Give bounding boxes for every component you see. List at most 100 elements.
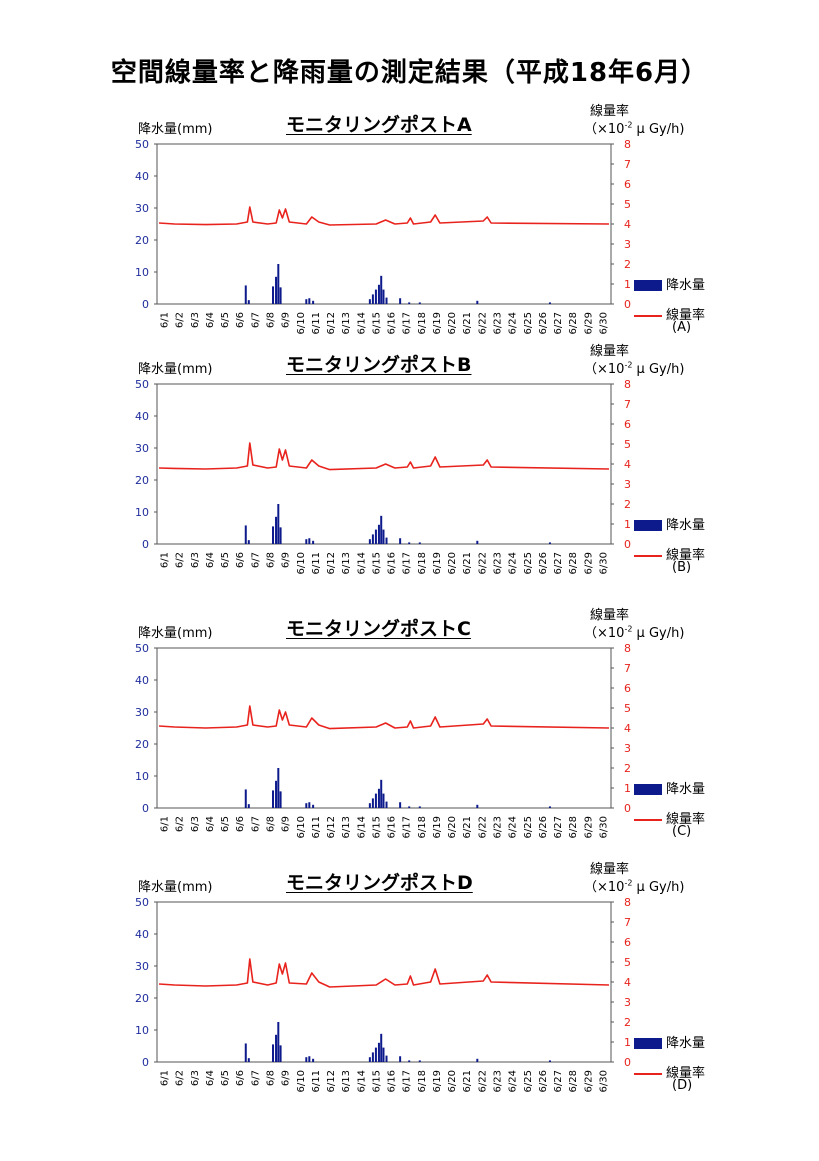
x-tick-label: 6/29 <box>583 312 594 334</box>
x-tick-label: 6/27 <box>553 312 564 334</box>
x-tick-label: 6/25 <box>523 312 534 334</box>
unit-suffix: μ Gy/h) <box>632 122 685 137</box>
left-tick-label: 40 <box>135 170 149 183</box>
x-tick-label: 6/3 <box>190 1070 201 1086</box>
dose-rate-line <box>158 442 610 471</box>
left-tick-label: 20 <box>135 992 149 1005</box>
x-tick-label: 6/3 <box>190 552 201 568</box>
left-tick-label: 30 <box>135 442 149 455</box>
x-tick-label: 6/9 <box>281 816 292 832</box>
rain-bar <box>247 1058 250 1062</box>
x-tick-label: 6/28 <box>568 816 579 838</box>
left-tick-label: 20 <box>135 474 149 487</box>
rain-bar <box>408 1060 411 1062</box>
rain-bar <box>418 1060 421 1062</box>
x-tick-label: 6/27 <box>553 816 564 838</box>
right-tick-label: 3 <box>624 996 631 1009</box>
x-tick-label: 6/7 <box>250 552 261 568</box>
x-tick-label: 6/6 <box>235 816 246 832</box>
x-tick-label: 6/17 <box>402 816 413 838</box>
right-tick-label: 3 <box>624 238 631 251</box>
dose-rate-line <box>158 206 610 226</box>
x-tick-label: 6/18 <box>417 1070 428 1092</box>
right-tick-label: 0 <box>624 298 631 311</box>
right-tick-label: 7 <box>624 916 631 929</box>
rain-bar <box>305 1057 308 1062</box>
x-tick-label: 6/3 <box>190 312 201 328</box>
rain-bar <box>368 299 371 304</box>
rain-bar <box>308 538 311 544</box>
right-tick-label: 5 <box>624 198 631 211</box>
right-tick-label: 8 <box>624 378 631 391</box>
x-tick-label: 6/18 <box>417 552 428 574</box>
rain-bar <box>277 264 280 304</box>
right-tick-label: 5 <box>624 702 631 715</box>
unit-exponent: -2 <box>624 878 633 888</box>
rain-bar <box>308 1056 311 1062</box>
x-tick-label: 6/26 <box>538 1070 549 1092</box>
rain-bar <box>408 806 411 808</box>
x-tick-label: 6/5 <box>220 1070 231 1086</box>
unit-suffix: μ Gy/h) <box>632 880 685 895</box>
x-tick-label: 6/20 <box>447 816 458 838</box>
x-tick-label: 6/18 <box>417 816 428 838</box>
rain-bar <box>275 276 278 304</box>
right-axis-unit: （×10-2 μ Gy/h) <box>584 876 684 895</box>
rain-bar <box>312 540 315 544</box>
x-tick-label: 6/26 <box>538 552 549 574</box>
right-tick-label: 0 <box>624 538 631 551</box>
rain-bar <box>377 788 380 808</box>
left-tick-label: 0 <box>142 298 149 311</box>
right-tick-label: 3 <box>624 478 631 491</box>
x-tick-label: 6/9 <box>281 1070 292 1086</box>
legend-swatch-dose <box>634 818 662 821</box>
rain-bar <box>371 798 374 808</box>
x-tick-label: 6/10 <box>296 552 307 574</box>
right-tick-label: 0 <box>624 1056 631 1069</box>
chart-panel: モニタリングポストA 降水量(mm) 線量率 （×10-2 μ Gy/h) 0 10 20 3… <box>0 104 819 364</box>
x-tick-label: 6/5 <box>220 552 231 568</box>
x-tick-label: 6/23 <box>493 816 504 838</box>
right-tick-label: 5 <box>624 438 631 451</box>
left-tick-label: 50 <box>135 138 149 151</box>
left-tick-label: 10 <box>135 770 149 783</box>
unit-exponent: -2 <box>624 360 633 370</box>
legend-item-dose: 線量率 <box>634 544 705 563</box>
rain-bar <box>385 297 388 304</box>
right-tick-label: 1 <box>624 518 631 531</box>
left-tick-label: 0 <box>142 802 149 815</box>
unit-prefix: （×10 <box>584 880 625 895</box>
rain-bar <box>399 298 402 304</box>
chart-title: モニタリングポストD <box>286 872 473 894</box>
x-tick-label: 6/27 <box>553 552 564 574</box>
x-tick-label: 6/8 <box>266 312 277 328</box>
rain-bar <box>380 515 383 544</box>
x-tick-label: 6/21 <box>462 312 473 334</box>
x-tick-label: 6/18 <box>417 312 428 334</box>
right-tick-label: 0 <box>624 802 631 815</box>
right-tick-label: 2 <box>624 498 631 511</box>
rain-bar <box>377 524 380 544</box>
legend-label-dose: 線量率 <box>666 548 706 563</box>
rain-bar <box>371 294 374 304</box>
legend-label-rain: 降水量 <box>666 278 706 293</box>
x-tick-label: 6/4 <box>205 1070 216 1086</box>
right-tick-label: 4 <box>624 218 631 231</box>
legend-swatch-rain <box>634 280 662 291</box>
left-tick-label: 50 <box>135 642 149 655</box>
rain-bar <box>377 284 380 304</box>
x-tick-label: 6/24 <box>508 312 519 334</box>
rain-bar <box>408 542 411 544</box>
rain-bar <box>418 542 421 544</box>
left-tick-label: 40 <box>135 410 149 423</box>
rain-bar <box>408 302 411 304</box>
rain-bar <box>548 302 551 304</box>
right-tick-label: 8 <box>624 138 631 151</box>
rain-bar <box>305 803 308 808</box>
rain-bar <box>374 1047 377 1062</box>
right-axis-label: 線量率 <box>590 608 630 623</box>
legend-label-rain: 降水量 <box>666 782 706 797</box>
x-tick-label: 6/8 <box>266 1070 277 1086</box>
rain-bar <box>385 1055 388 1062</box>
right-tick-label: 2 <box>624 762 631 775</box>
